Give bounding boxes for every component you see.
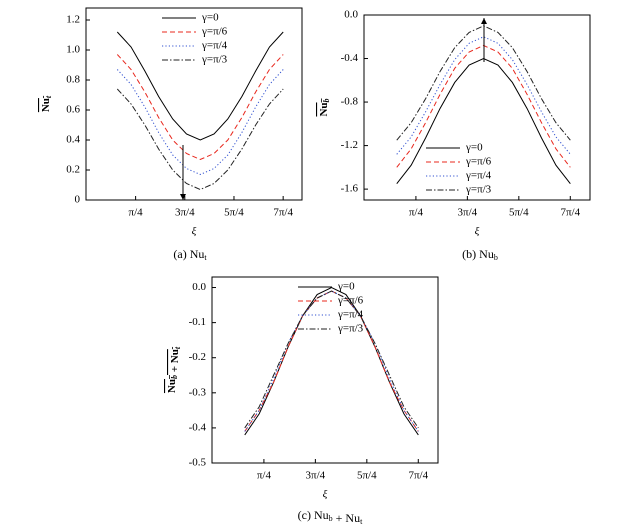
- series-line: [116, 69, 284, 176]
- rich-text: Nub + Nut: [166, 346, 182, 393]
- series-line: [116, 31, 284, 141]
- y-tick-label: -1.2: [341, 139, 358, 151]
- y-tick-label: -0.4: [341, 52, 359, 64]
- legend-label: γ=π/3: [337, 323, 364, 335]
- legend-label: γ=0: [465, 142, 483, 154]
- legend-label: γ=0: [201, 12, 219, 24]
- legend-label: γ=π/4: [465, 170, 492, 182]
- x-tick-label: π/4: [129, 207, 144, 219]
- x-axis-label: ξ: [192, 226, 197, 238]
- text-part: + Nu: [333, 511, 360, 525]
- rich-text: (c) Nub + Nut: [298, 508, 363, 526]
- series-line: [116, 54, 284, 161]
- text-part: Nu: [166, 379, 178, 393]
- x-tick-label: 3π/4: [175, 207, 195, 219]
- y-tick-label: 0.0: [192, 281, 206, 293]
- legend-label: γ=π/3: [201, 54, 228, 66]
- y-tick-label: 0.6: [66, 104, 80, 116]
- subscript: b: [322, 98, 331, 102]
- rich-text: Nub: [318, 98, 331, 116]
- legend-label: γ=0: [337, 281, 355, 293]
- y-tick-label: 0.4: [66, 134, 80, 146]
- text-part: Nu: [318, 102, 330, 116]
- x-tick-label: 3π/4: [458, 207, 478, 219]
- text-part: + Nu: [169, 349, 181, 375]
- y-tick-label: -0.3: [189, 386, 207, 398]
- y-tick-label: -0.1: [189, 316, 206, 328]
- arrow-head: [180, 194, 186, 200]
- y-tick-label: 0.0: [344, 9, 358, 21]
- plot-frame: [85, 7, 303, 201]
- legend-label: γ=π/6: [465, 156, 492, 168]
- series-line: [244, 290, 419, 432]
- x-tick-label: 7π/4: [560, 207, 580, 219]
- y-tick-label: 0.2: [66, 164, 80, 176]
- y-tick-label: -0.5: [189, 457, 207, 469]
- y-tick-label: -0.8: [341, 96, 359, 108]
- legend-label: γ=π/6: [337, 295, 364, 307]
- subscript: b: [494, 253, 498, 262]
- legend-label: γ=π/4: [201, 40, 228, 52]
- y-tick-label: 1.0: [66, 44, 80, 56]
- series-line: [244, 286, 419, 436]
- rich-text: (a) Nut: [173, 247, 207, 262]
- arrow-head: [481, 18, 487, 24]
- plot-frame: [363, 14, 591, 201]
- subscript: t: [360, 517, 363, 526]
- subscript: t: [204, 253, 207, 262]
- y-tick-label: -0.2: [189, 351, 206, 363]
- y-tick-label: 0: [75, 194, 81, 206]
- y-tick-label: -0.4: [189, 421, 207, 433]
- rich-text: (b) Nub: [462, 247, 498, 262]
- subscript: b: [329, 514, 333, 523]
- text-part: (c) Nu: [298, 508, 329, 522]
- x-axis-label: ξ: [475, 226, 480, 238]
- x-tick-label: 3π/4: [306, 470, 326, 482]
- series-line: [244, 290, 419, 429]
- text-part: Nu: [40, 98, 52, 112]
- series-line: [396, 44, 571, 168]
- plot-frame: [211, 276, 439, 464]
- x-tick-label: 5π/4: [224, 207, 244, 219]
- x-tick-label: 7π/4: [408, 470, 428, 482]
- subscript: t: [44, 95, 53, 98]
- x-tick-label: 7π/4: [273, 207, 293, 219]
- series-line: [116, 88, 284, 191]
- y-tick-label: 1.2: [66, 14, 80, 26]
- x-tick-label: 5π/4: [509, 207, 529, 219]
- x-tick-label: 5π/4: [357, 470, 377, 482]
- text-part: (a) Nu: [173, 247, 204, 261]
- y-tick-label: 0.8: [66, 74, 80, 86]
- rich-text: Nut: [40, 95, 53, 112]
- legend-label: γ=π/6: [201, 26, 228, 38]
- subscript: t: [173, 346, 182, 349]
- x-tick-label: π/4: [257, 470, 272, 482]
- series-line: [396, 36, 571, 155]
- x-tick-label: π/4: [409, 207, 424, 219]
- subscript: b: [170, 375, 179, 379]
- legend-label: γ=π/4: [337, 309, 364, 321]
- series-line: [244, 290, 419, 432]
- legend-label: γ=π/3: [465, 184, 492, 196]
- x-axis-label: ξ: [323, 489, 328, 501]
- y-tick-label: -1.6: [341, 183, 359, 195]
- text-part: (b) Nu: [462, 247, 494, 261]
